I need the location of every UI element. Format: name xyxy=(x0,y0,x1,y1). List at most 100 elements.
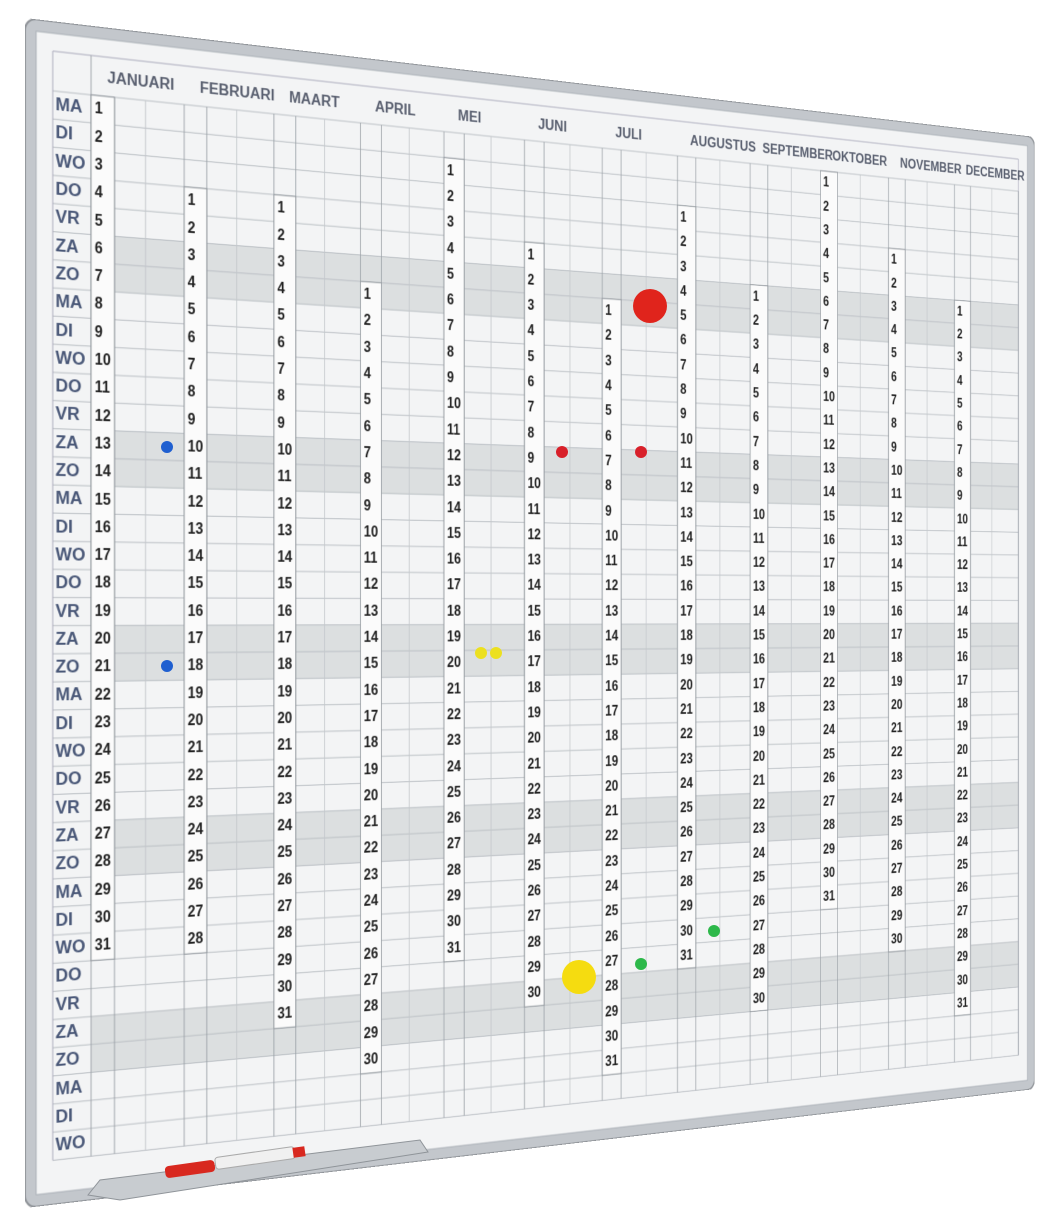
weekday-label: WO xyxy=(55,935,85,958)
day-number: 31 xyxy=(957,996,968,1011)
day-number: 20 xyxy=(823,628,835,643)
day-number: 18 xyxy=(447,603,461,619)
month-name: JUNI xyxy=(538,116,567,136)
day-number: 19 xyxy=(605,753,618,769)
day-number: 11 xyxy=(95,379,111,397)
weekday-label: WO xyxy=(55,149,85,173)
day-number: 15 xyxy=(891,581,903,596)
day-number: 16 xyxy=(277,603,292,620)
day-number: 13 xyxy=(605,604,618,620)
day-number: 19 xyxy=(823,604,835,619)
day-number: 7 xyxy=(753,434,759,449)
day-number: 19 xyxy=(528,705,542,721)
day-number: 6 xyxy=(188,329,196,346)
day-number: 6 xyxy=(95,240,103,258)
day-number: 11 xyxy=(957,535,968,549)
day-number: 5 xyxy=(95,212,103,230)
day-number: 15 xyxy=(957,627,968,641)
day-number: 28 xyxy=(680,874,693,890)
day-number: 27 xyxy=(447,836,461,853)
day-number: 8 xyxy=(364,471,372,488)
day-number: 27 xyxy=(277,898,292,916)
weekend-row xyxy=(91,623,1019,654)
day-number: 5 xyxy=(528,349,535,365)
day-number: 15 xyxy=(188,575,204,592)
day-number: 8 xyxy=(605,478,612,494)
day-number: 16 xyxy=(891,604,903,619)
day-number: 12 xyxy=(753,555,765,570)
day-number: 18 xyxy=(753,701,765,716)
day-number: 2 xyxy=(364,313,371,330)
day-number: 5 xyxy=(605,403,612,419)
day-number: 13 xyxy=(680,505,693,521)
day-number: 30 xyxy=(528,985,541,1002)
day-number: 5 xyxy=(823,270,829,285)
day-number: 29 xyxy=(823,842,835,857)
day-number: 15 xyxy=(528,603,542,619)
day-number: 10 xyxy=(680,431,692,447)
day-number: 20 xyxy=(528,730,541,746)
day-number: 23 xyxy=(823,699,835,714)
day-number: 9 xyxy=(528,451,535,467)
day-number: 2 xyxy=(528,272,535,288)
day-number: 24 xyxy=(957,835,968,850)
day-number: 21 xyxy=(680,702,693,718)
month-name: MEI xyxy=(458,107,481,126)
day-number: 11 xyxy=(680,456,692,472)
day-number: 29 xyxy=(891,908,903,923)
day-number: 22 xyxy=(364,840,378,857)
day-number: 27 xyxy=(528,908,541,925)
weekday-label: DO xyxy=(55,177,81,201)
day-number: 14 xyxy=(957,604,968,618)
day-number: 6 xyxy=(447,292,454,309)
day-number: 17 xyxy=(823,556,835,571)
day-number: 2 xyxy=(447,188,454,205)
day-number: 24 xyxy=(188,821,204,839)
day-number: 23 xyxy=(447,733,461,749)
day-number: 6 xyxy=(605,428,612,444)
day-number: 20 xyxy=(188,712,203,729)
day-number: 24 xyxy=(605,878,618,894)
day-number: 25 xyxy=(680,800,693,816)
day-number: 12 xyxy=(891,510,902,525)
day-number: 11 xyxy=(891,487,902,502)
day-number: 2 xyxy=(753,313,759,328)
day-number: 18 xyxy=(364,735,379,752)
day-number: 31 xyxy=(447,939,461,956)
day-number: 20 xyxy=(891,698,902,713)
day-number: 8 xyxy=(447,344,454,360)
day-number: 19 xyxy=(188,685,204,702)
day-number: 12 xyxy=(364,577,378,593)
day-number: 6 xyxy=(277,334,285,351)
month-name: AUGUSTUS xyxy=(690,133,756,156)
weekday-label: DI xyxy=(55,515,72,537)
day-number: 20 xyxy=(95,630,111,647)
day-number: 29 xyxy=(364,1024,379,1042)
day-number: 9 xyxy=(277,415,285,432)
day-number: 22 xyxy=(891,745,902,760)
day-number: 7 xyxy=(957,443,962,458)
day-number: 13 xyxy=(957,581,968,595)
day-number: 16 xyxy=(528,629,542,645)
day-number: 2 xyxy=(605,328,611,344)
day-number: 30 xyxy=(95,909,111,927)
day-number: 20 xyxy=(364,787,378,804)
day-number: 24 xyxy=(823,723,835,738)
day-number: 17 xyxy=(753,676,765,691)
day-number: 3 xyxy=(753,337,759,352)
day-number: 11 xyxy=(447,422,460,439)
day-number: 10 xyxy=(95,351,111,369)
day-number: 16 xyxy=(605,679,618,695)
day-number: 23 xyxy=(188,794,204,812)
day-number: 12 xyxy=(605,579,618,595)
day-number: 30 xyxy=(605,1028,618,1045)
day-number: 25 xyxy=(95,769,111,787)
day-number: 8 xyxy=(95,295,103,313)
day-number: 1 xyxy=(277,200,285,217)
day-number: 29 xyxy=(95,881,111,899)
day-number: 1 xyxy=(364,286,372,303)
day-number: 19 xyxy=(891,674,903,689)
day-number: 5 xyxy=(447,266,454,283)
day-number: 11 xyxy=(277,468,291,485)
day-number: 23 xyxy=(753,821,765,837)
